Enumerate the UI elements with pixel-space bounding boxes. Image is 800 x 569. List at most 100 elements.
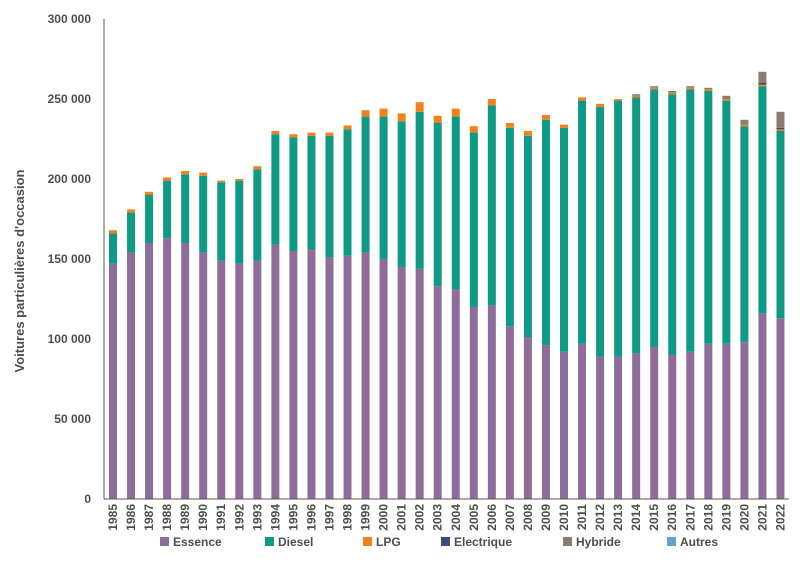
x-tick-label: 2022 <box>773 504 787 531</box>
bar-segment-diesel-1997 <box>325 135 334 258</box>
bar-segment-diesel-2022 <box>776 131 785 319</box>
bar-segment-diesel-2002 <box>415 111 424 269</box>
bar-segment-hybride-2022 <box>776 111 785 128</box>
bar-segment-diesel-1989 <box>181 174 190 243</box>
y-tick-label: 50 000 <box>54 412 91 426</box>
bar-segment-essence-2016 <box>668 355 677 499</box>
bar-segment-essence-2005 <box>469 307 478 499</box>
x-tick-label: 2001 <box>395 504 409 531</box>
bar-segment-essence-1986 <box>127 252 136 499</box>
legend-label-lpg: LPG <box>376 535 401 549</box>
bars <box>109 71 785 499</box>
legend: Essence Diesel LPG Electrique Hybride Autres <box>160 535 718 549</box>
bar-segment-lpg-2000 <box>379 108 388 117</box>
bar-segment-hybride-2018 <box>704 87 713 90</box>
bar-segment-lpg-2005 <box>469 126 478 133</box>
bar-segment-essence-2004 <box>451 289 460 499</box>
bar-segment-lpg-2014 <box>632 95 641 98</box>
bar-segment-essence-2010 <box>560 351 568 499</box>
y-tick-label: 250 000 <box>48 92 92 106</box>
y-axis-label: Voitures particulières d'occasion <box>12 169 27 372</box>
bar-segment-essence-1999 <box>361 252 370 499</box>
bar-segment-lpg-2011 <box>578 97 587 101</box>
x-tick-label: 1988 <box>160 504 174 531</box>
bar-segment-diesel-1996 <box>307 135 316 250</box>
x-tick-label: 2010 <box>557 504 571 531</box>
legend-label-essence: Essence <box>173 535 222 549</box>
x-tick-label: 2007 <box>503 504 517 531</box>
bar-segment-lpg-2020 <box>740 124 749 127</box>
x-tick-label: 1993 <box>250 504 264 531</box>
bar-segment-lpg-2021 <box>758 84 767 87</box>
bar-segment-diesel-1994 <box>271 134 280 245</box>
bar-segment-essence-1989 <box>181 243 190 499</box>
legend-label-hybride: Hybride <box>576 535 621 549</box>
bar-segment-diesel-2000 <box>379 116 388 259</box>
x-tick-label: 1991 <box>214 504 228 531</box>
x-tick-label: 1999 <box>359 504 373 531</box>
legend-label-diesel: Diesel <box>278 535 313 549</box>
x-tick-label: 2000 <box>377 504 391 531</box>
bar-segment-diesel-2020 <box>740 126 749 343</box>
bar-segment-diesel-2019 <box>722 100 731 344</box>
bar-segment-diesel-2021 <box>758 86 767 314</box>
bar-segment-hybride-2014 <box>632 94 641 96</box>
bar-segment-lpg-1991 <box>217 180 226 183</box>
bar-segment-lpg-1998 <box>343 125 352 130</box>
x-tick-label: 1994 <box>268 504 282 531</box>
bar-segment-lpg-2010 <box>560 124 568 128</box>
bar-segment-diesel-2014 <box>632 97 641 354</box>
bar-segment-diesel-2018 <box>704 91 713 344</box>
x-tick-label: 2003 <box>431 504 445 531</box>
bar-segment-diesel-2008 <box>523 135 532 338</box>
legend-swatch-diesel <box>265 537 274 546</box>
legend-swatch-lpg <box>363 537 372 546</box>
bar-segment-lpg-1987 <box>145 191 154 195</box>
x-tick-label: 2012 <box>593 504 607 531</box>
bar-segment-hybride-2015 <box>650 86 659 88</box>
bar-segment-essence-1996 <box>307 249 316 499</box>
bar-segment-electrique-2021 <box>758 83 767 85</box>
x-tick-label: 2020 <box>737 504 751 531</box>
bar-segment-hybride-2016 <box>668 91 677 93</box>
bar-segment-lpg-1996 <box>307 132 316 136</box>
bar-segment-essence-2003 <box>433 286 442 499</box>
y-tick-label: 0 <box>84 492 91 506</box>
bar-segment-lpg-2002 <box>415 102 424 112</box>
bar-segment-essence-1991 <box>217 260 226 499</box>
bar-segment-essence-1990 <box>199 252 208 499</box>
legend-swatch-hybride <box>563 537 572 546</box>
bar-segment-diesel-1995 <box>289 137 298 251</box>
bar-segment-diesel-2007 <box>505 127 514 327</box>
bar-segment-diesel-2005 <box>469 132 478 307</box>
bar-segment-essence-2013 <box>614 356 623 499</box>
bar-segment-essence-1998 <box>343 255 352 499</box>
bar-segment-lpg-1990 <box>199 172 208 176</box>
bar-segment-essence-1993 <box>253 260 262 499</box>
x-tick-label: 1997 <box>322 504 336 531</box>
bar-segment-diesel-1991 <box>217 182 226 261</box>
bar-segment-essence-2011 <box>578 343 587 499</box>
x-axis-ticks: 1985 1986 1987 1988 1989 1990 1991 1992 1993 1994… <box>106 504 787 531</box>
bar-segment-essence-2015 <box>650 347 659 499</box>
bar-segment-lpg-2013 <box>614 99 623 101</box>
bar-segment-diesel-1988 <box>163 180 172 239</box>
bar-segment-diesel-2009 <box>541 119 550 346</box>
bar-segment-lpg-1995 <box>289 134 298 138</box>
bar-segment-essence-1988 <box>163 238 172 499</box>
y-tick-label: 100 000 <box>48 332 92 346</box>
bar-segment-lpg-1997 <box>325 132 334 136</box>
bar-segment-lpg-2022 <box>776 129 785 131</box>
bar-segment-essence-2017 <box>686 351 695 499</box>
bar-segment-diesel-1998 <box>343 129 352 256</box>
legend-swatch-electrique <box>441 537 450 546</box>
bar-segment-diesel-1987 <box>145 195 154 243</box>
bar-segment-lpg-2008 <box>523 131 532 136</box>
bar-segment-essence-2001 <box>397 267 406 499</box>
bar-segment-essence-2000 <box>379 259 388 499</box>
bar-segment-lpg-2009 <box>541 115 550 120</box>
bar-segment-lpg-1993 <box>253 166 262 170</box>
y-tick-label: 150 000 <box>48 252 92 266</box>
bar-segment-lpg-1989 <box>181 171 190 175</box>
